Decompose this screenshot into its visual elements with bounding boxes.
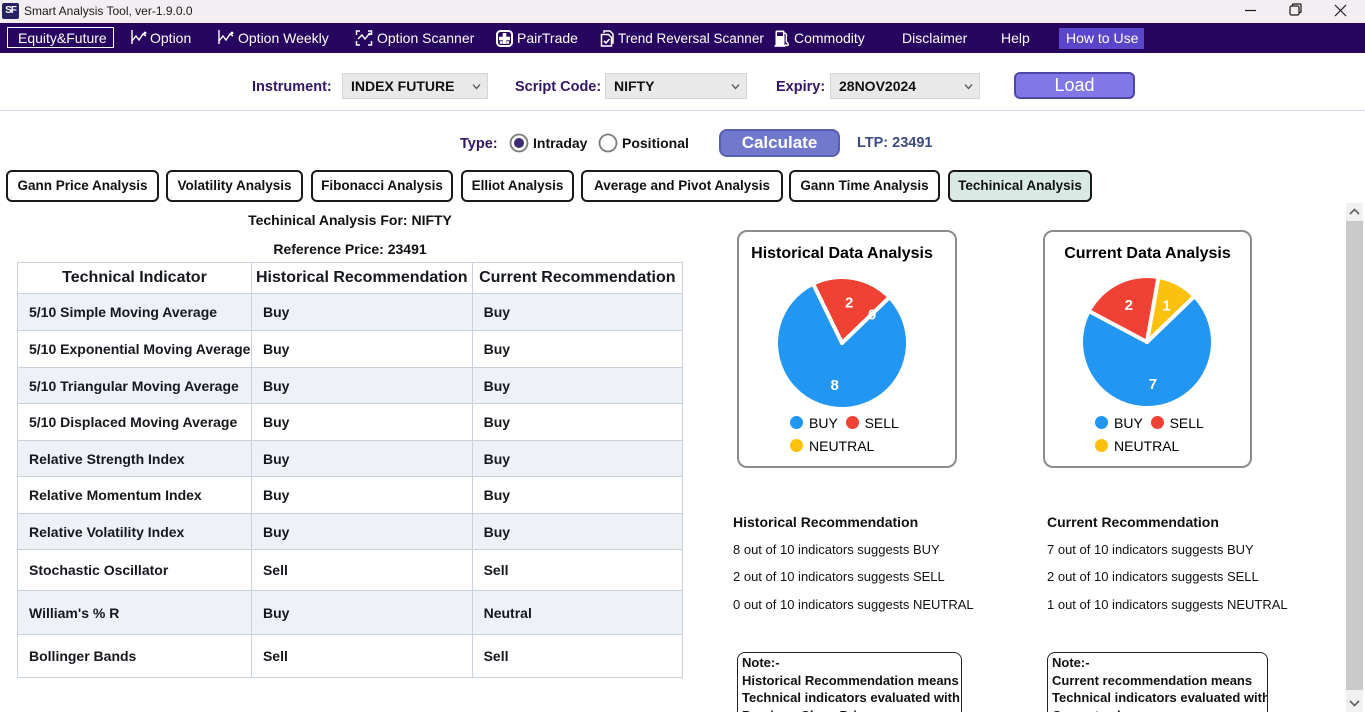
svg-text:1: 1 [1162, 298, 1170, 315]
svg-text:8: 8 [831, 377, 839, 394]
svg-text:7: 7 [1149, 376, 1157, 393]
svg-text:2: 2 [845, 294, 853, 311]
svg-text:0: 0 [868, 306, 876, 323]
svg-text:2: 2 [1125, 297, 1133, 314]
